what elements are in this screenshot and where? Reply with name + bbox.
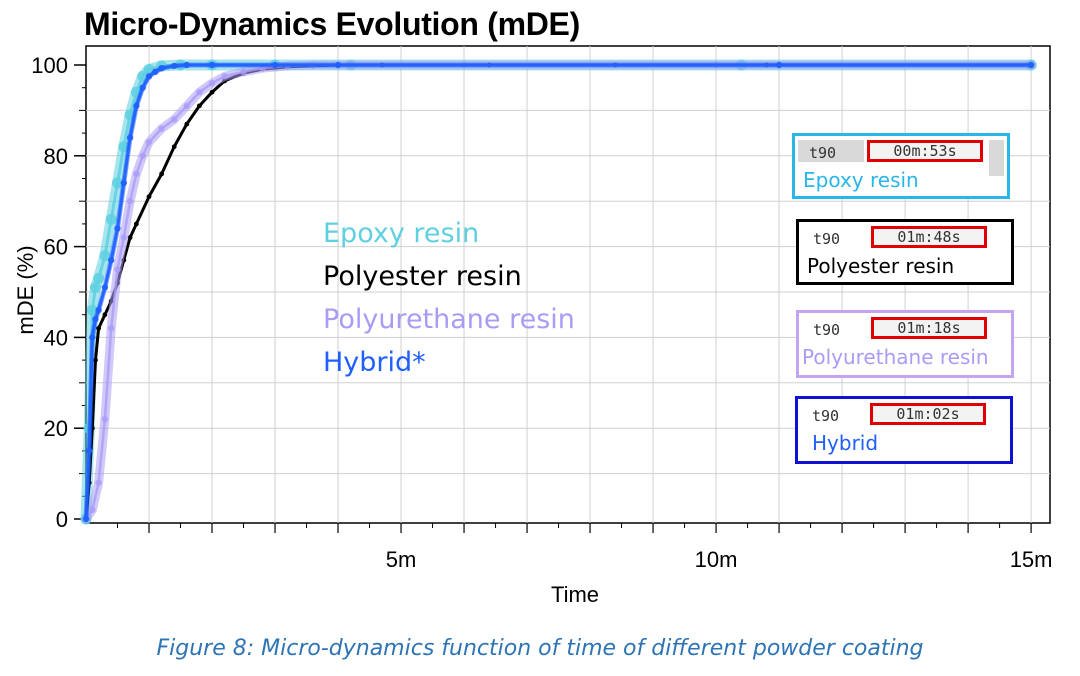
legend-entry-epoxy: Epoxy resin <box>323 218 480 249</box>
data-point <box>95 479 102 486</box>
x-tick-label: 15m <box>1010 547 1053 572</box>
data-point <box>183 102 191 110</box>
legend-entry-polyester: Polyester resin <box>323 261 522 292</box>
data-point <box>85 447 93 455</box>
t90-series-name: Polyurethane resin <box>802 345 989 369</box>
data-point <box>114 225 121 232</box>
y-tick-label: 40 <box>44 325 68 350</box>
data-point <box>82 515 90 523</box>
data-point <box>139 152 146 159</box>
data-point <box>139 84 146 91</box>
series-line <box>84 63 1032 520</box>
t90-value: 01m:18s <box>871 317 987 339</box>
y-tick-label: 100 <box>31 53 68 78</box>
data-point <box>171 144 177 150</box>
x-axis-label: Time <box>551 582 599 607</box>
axis-ticks <box>74 64 1032 533</box>
data-point <box>89 334 96 341</box>
data-point <box>92 316 99 323</box>
t90-label: t90 <box>809 144 837 162</box>
data-point <box>171 116 178 123</box>
data-point <box>184 121 190 127</box>
data-point <box>133 170 140 178</box>
t90-value: 00m:53s <box>867 140 983 162</box>
data-point <box>208 61 216 69</box>
data-point <box>196 89 203 96</box>
data-point <box>93 272 105 284</box>
data-point <box>209 89 215 95</box>
t90-value: 01m:48s <box>871 226 987 248</box>
axis-labels: Time mDE (%) 0 20 40 60 80 100 5m 10m 15m <box>13 53 1052 607</box>
legend-entry-hybrid: Hybrid* <box>323 347 426 378</box>
y-tick-label: 0 <box>56 507 68 532</box>
data-point <box>158 64 165 72</box>
t90-label: t90 <box>813 230 841 248</box>
x-tick-label: 10m <box>695 547 738 572</box>
data-point <box>114 266 121 273</box>
t90-box-epoxy-shading <box>798 140 864 162</box>
data-point <box>158 125 165 132</box>
t90-value: 01m:02s <box>870 403 986 425</box>
t90-box-hybrid: t90 01m:02s Hybrid <box>795 396 1013 464</box>
data-point <box>105 213 117 225</box>
data-point <box>775 61 783 69</box>
data-point <box>126 134 134 141</box>
data-point <box>1027 61 1035 69</box>
data-point <box>334 61 342 69</box>
data-point <box>171 62 178 70</box>
data-point <box>152 68 159 76</box>
data-point <box>89 281 101 293</box>
data-point <box>159 171 165 177</box>
t90-series-name: Polyester resin <box>807 254 955 278</box>
data-point <box>102 312 108 318</box>
y-tick-label: 80 <box>44 144 68 169</box>
data-point <box>120 179 128 187</box>
data-point <box>145 73 153 80</box>
data-point <box>101 284 109 291</box>
data-point <box>271 61 279 69</box>
data-point <box>134 221 139 227</box>
data-point <box>183 61 191 69</box>
data-point <box>101 415 109 423</box>
data-point <box>112 177 124 189</box>
data-point <box>240 68 247 76</box>
chart-title: Micro-Dynamics Evolution (mDE) <box>84 6 580 42</box>
t90-box-polyurethane: t90 01m:18s Polyurethane resin <box>796 310 1014 378</box>
data-point <box>108 325 115 332</box>
t90-box-epoxy: t90 00m:53s Epoxy resin <box>792 133 1010 199</box>
data-point <box>99 250 111 262</box>
t90-box-polyester: t90 01m:48s Polyester resin <box>796 219 1014 285</box>
data-point <box>221 73 228 80</box>
data-point <box>133 102 140 110</box>
data-point <box>127 235 133 240</box>
y-tick-label: 20 <box>44 416 68 441</box>
data-point <box>93 357 98 363</box>
data-point <box>108 257 115 264</box>
t90-label: t90 <box>813 321 841 339</box>
x-tick-label: 5m <box>386 547 417 572</box>
series-layer <box>80 59 1037 525</box>
data-point <box>120 234 128 241</box>
data-point <box>208 79 216 87</box>
data-point <box>146 194 152 200</box>
legend-entry-polyurethane: Polyurethane resin <box>323 304 575 335</box>
figure-caption: Figure 8: Micro-dynamics function of tim… <box>156 636 924 661</box>
t90-series-name: Epoxy resin <box>803 168 919 192</box>
t90-label: t90 <box>812 407 840 425</box>
t90-series-name: Hybrid <box>812 431 879 455</box>
data-point <box>95 306 102 314</box>
data-point <box>197 103 202 109</box>
data-point <box>96 325 102 331</box>
data-point <box>126 198 134 205</box>
data-point <box>89 506 96 514</box>
y-axis-label: mDE (%) <box>13 245 38 334</box>
t90-box-epoxy-shading-right <box>989 140 1004 176</box>
data-point <box>145 138 153 146</box>
y-tick-label: 60 <box>44 235 68 260</box>
